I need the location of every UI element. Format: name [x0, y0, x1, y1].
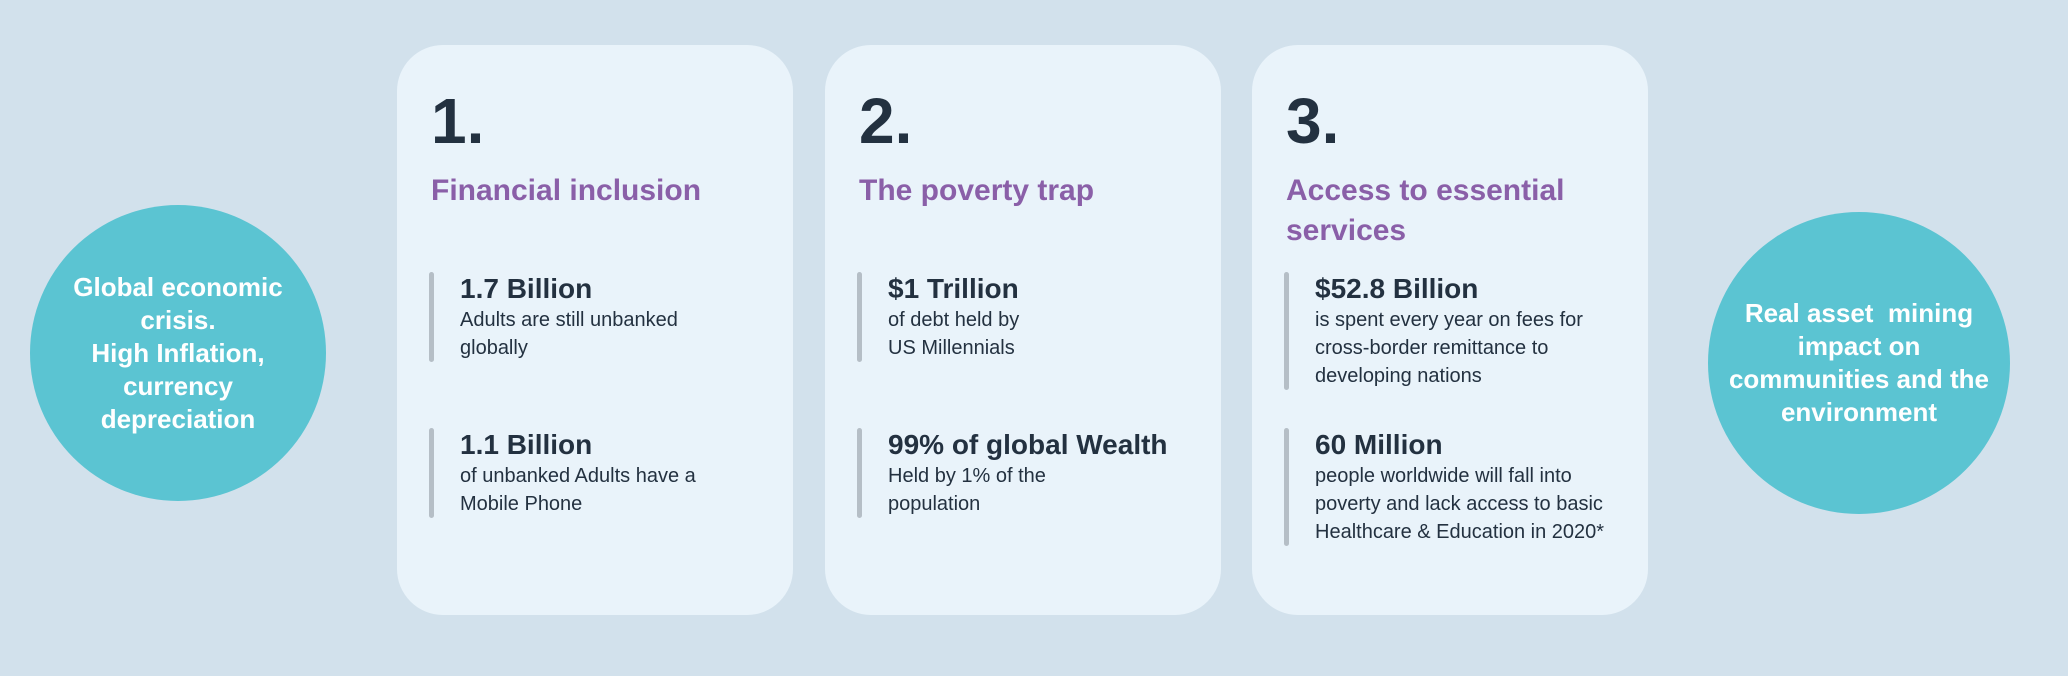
stat-item: $52.8 Billion is spent every year on fee… — [1284, 272, 1638, 390]
stat-item: 1.7 Billion Adults are still unbanked gl… — [429, 272, 783, 362]
stat-value: 1.7 Billion — [460, 273, 593, 304]
mining-impact-circle-text: Real asset mining impact on communities … — [1728, 298, 1990, 427]
stat-text: 1.1 Billion of unbanked Adults have a Mo… — [434, 428, 696, 518]
stat-text: 60 Million people worldwide will fall in… — [1289, 428, 1604, 546]
stat-accent-bar — [1284, 428, 1289, 546]
stat-text: 99% of global Wealth Held by 1% of the p… — [862, 428, 1168, 518]
stat-value: $1 Trillion — [888, 273, 1019, 304]
stat-item: 1.1 Billion of unbanked Adults have a Mo… — [429, 428, 783, 518]
stat-description: people worldwide will fall into poverty … — [1315, 465, 1605, 543]
stat-value: 60 Million — [1315, 429, 1443, 460]
stat-accent-bar — [429, 428, 434, 518]
card-title: Financial inclusion — [431, 174, 702, 207]
stat-value: 99% of global Wealth — [888, 429, 1168, 460]
stat-description: Adults are still unbanked globally — [460, 309, 678, 359]
card-poverty-trap: 2. The poverty trap $1 Trillion of debt … — [825, 45, 1221, 615]
stat-accent-bar — [1284, 272, 1289, 390]
global-crisis-circle: Global economic crisis. High Inflation, … — [30, 205, 326, 501]
stat-text: $1 Trillion of debt held by US Millennia… — [862, 272, 1019, 362]
card-number: 1. — [431, 85, 485, 157]
stat-value: $52.8 Billion — [1315, 273, 1479, 304]
stat-text: 1.7 Billion Adults are still unbanked gl… — [434, 272, 678, 362]
global-crisis-circle-text: Global economic crisis. High Inflation, … — [73, 271, 283, 434]
stat-item: 60 Million people worldwide will fall in… — [1284, 428, 1638, 546]
stat-item: 99% of global Wealth Held by 1% of the p… — [857, 428, 1211, 518]
stat-value: 1.1 Billion — [460, 429, 593, 460]
card-access-essential-services: 3. Access to essential services $52.8 Bi… — [1252, 45, 1648, 615]
stat-description: is spent every year on fees for cross-bo… — [1315, 309, 1583, 387]
card-number: 2. — [859, 85, 913, 157]
stat-text: $52.8 Billion is spent every year on fee… — [1289, 272, 1583, 390]
stat-description: Held by 1% of the population — [888, 465, 1046, 515]
stat-accent-bar — [429, 272, 434, 362]
stat-description: of unbanked Adults have a Mobile Phone — [460, 465, 696, 515]
stat-accent-bar — [857, 428, 862, 518]
card-financial-inclusion: 1. Financial inclusion 1.7 Billion Adult… — [397, 45, 793, 615]
stat-description: of debt held by US Millennials — [888, 309, 1020, 359]
card-title: Access to essential services — [1286, 174, 1565, 247]
mining-impact-circle: Real asset mining impact on communities … — [1708, 212, 2010, 514]
card-number: 3. — [1286, 85, 1340, 157]
stat-item: $1 Trillion of debt held by US Millennia… — [857, 272, 1211, 362]
stat-accent-bar — [857, 272, 862, 362]
card-title: The poverty trap — [859, 174, 1095, 207]
